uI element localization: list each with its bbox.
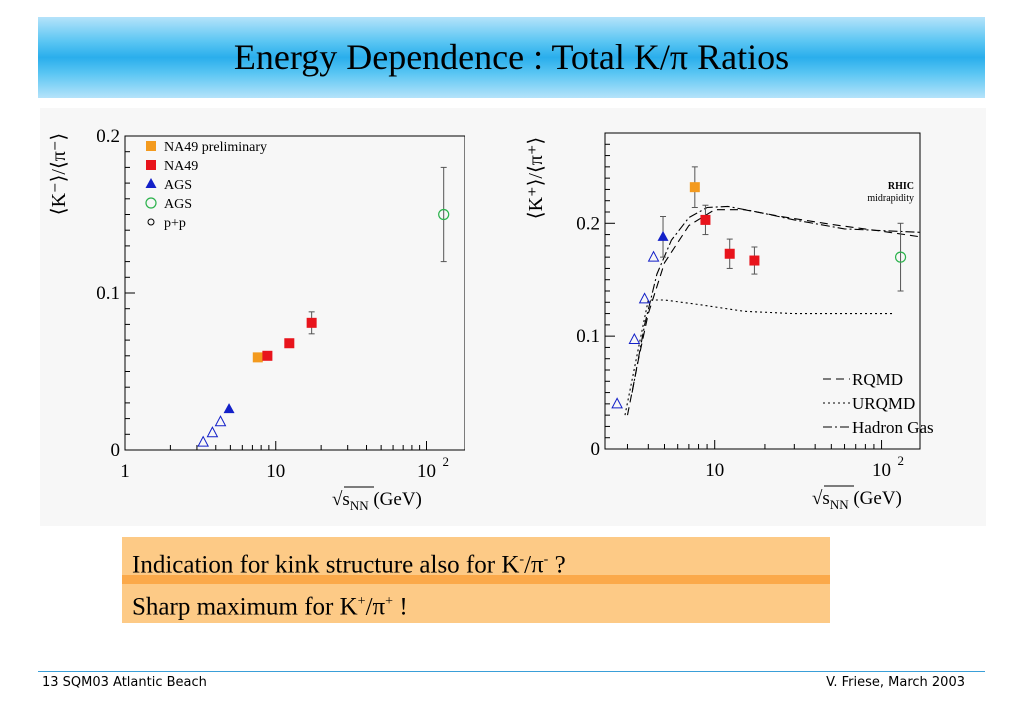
- legend-label-pp: p+p: [164, 216, 186, 231]
- x-tick-label: 10: [266, 461, 285, 482]
- note-2-sup-2: +: [385, 594, 394, 609]
- note-1-sup-1: -: [519, 552, 525, 567]
- data-point-ags_tri_open: [628, 332, 641, 345]
- note-line-1: Indication for kink structure also for K…: [132, 546, 566, 579]
- note-2-mid: /π: [365, 593, 386, 621]
- note-2-text: Sharp maximum for K: [132, 593, 358, 621]
- title-banner: Energy Dependence : Total K/π Ratios: [38, 17, 985, 98]
- annotation-rhic: RHIC: [888, 181, 914, 192]
- data-point-na49: [749, 255, 760, 266]
- data-point-prelim: [689, 182, 700, 193]
- conclusion-box: Indication for kink structure also for K…: [122, 537, 830, 623]
- curve-hadron-gas: [631, 205, 921, 393]
- y-tick-label: 0.2: [96, 126, 120, 147]
- data-point-na49: [700, 214, 711, 225]
- data-point-ags_tri_open: [647, 250, 660, 262]
- curve-rqmd: [626, 209, 921, 416]
- legend-marker-pp: [147, 218, 155, 226]
- note-line-2: Sharp maximum for K+/π+ !: [132, 588, 408, 621]
- data-point-agsopen: [894, 251, 907, 263]
- data-point-ags_tri_open: [214, 415, 227, 427]
- data-point-na49: [262, 350, 273, 361]
- legend-label-urqmd: URQMD: [852, 394, 915, 413]
- kplus-piplus-chart: 10 10 2 0 0.1 0.2 ⟨K⁺⟩/⟨π⁺⟩ √sNN (GeV) RHICmidra…: [525, 132, 934, 512]
- note-1-sup-2: -: [543, 552, 549, 567]
- legend-label-hadron-gas: Hadron Gas: [852, 418, 934, 437]
- data-point-ags_tri_open: [638, 292, 651, 304]
- data-point-ags: [657, 230, 669, 241]
- x-tick-label: 10: [872, 460, 891, 481]
- data-point-ags_tri_open: [197, 435, 209, 447]
- x-tick-label: 10: [705, 460, 724, 481]
- legend-label-na49: NA49: [164, 159, 198, 174]
- data-point-na49: [284, 338, 295, 349]
- note-1-text: Indication for kink structure also for K: [132, 551, 520, 579]
- legend-label-ags: AGS: [164, 178, 192, 193]
- legend-marker-ags: [145, 178, 157, 188]
- note-2-sup-1: +: [357, 594, 366, 609]
- plots-area: 1 10 10 2 0 0.1 0.2 ⟨K⁻⟩/⟨π⁻⟩ √sNN (GeV) NA49 pre…: [40, 108, 986, 526]
- note-2-end: !: [393, 593, 408, 621]
- footer-left: 13 SQM03 Atlantic Beach: [42, 675, 207, 690]
- annotation-midrapidity: midrapidity: [867, 193, 914, 204]
- legend-label-rqmd: RQMD: [852, 370, 903, 389]
- x-tick-label-sup: 2: [443, 454, 450, 469]
- footer-right: V. Friese, March 2003: [826, 675, 965, 690]
- kminus-piminus-chart: 1 10 10 2 0 0.1 0.2 ⟨K⁻⟩/⟨π⁻⟩ √sNN (GeV) NA49 pre…: [48, 126, 465, 513]
- note-separator: [122, 575, 830, 584]
- data-point-na49: [306, 317, 317, 328]
- note-1-end: ?: [548, 551, 566, 579]
- legend-marker-prelim: [146, 141, 156, 151]
- legend-marker-na49: [146, 160, 156, 170]
- y-tick-label: 0.1: [96, 283, 120, 304]
- y-tick-label: 0.2: [576, 213, 600, 234]
- data-point-ags_tri_open: [206, 426, 219, 438]
- y-tick-label: 0.1: [576, 326, 600, 347]
- y-axis-label: ⟨K⁻⟩/⟨π⁻⟩: [48, 133, 70, 215]
- data-point-ags_tri_open: [611, 397, 623, 409]
- legend-label-prelim: NA49 preliminary: [164, 140, 267, 155]
- y-axis-label: ⟨K⁺⟩/⟨π⁺⟩: [525, 137, 547, 219]
- x-axis-label: √sNN (GeV): [332, 489, 422, 513]
- page-title: Energy Dependence : Total K/π Ratios: [233, 37, 790, 77]
- data-point-prelim: [252, 352, 263, 363]
- x-tick-label: 1: [120, 461, 130, 482]
- x-axis-label: √sNN (GeV): [812, 488, 902, 512]
- x-tick-label-sup: 2: [898, 453, 905, 468]
- note-1-mid: /π: [524, 551, 544, 579]
- y-tick-label: 0: [111, 440, 121, 461]
- footer-divider: [38, 671, 985, 672]
- x-tick-label: 10: [417, 461, 436, 482]
- legend-marker-agsopen: [145, 197, 157, 209]
- y-tick-label: 0: [591, 439, 601, 460]
- data-point-na49: [724, 248, 735, 259]
- data-point-agsopen: [438, 208, 450, 221]
- curve-urqmd: [624, 299, 895, 416]
- legend-label-agsopen: AGS: [164, 197, 192, 212]
- data-point-ags: [223, 403, 235, 414]
